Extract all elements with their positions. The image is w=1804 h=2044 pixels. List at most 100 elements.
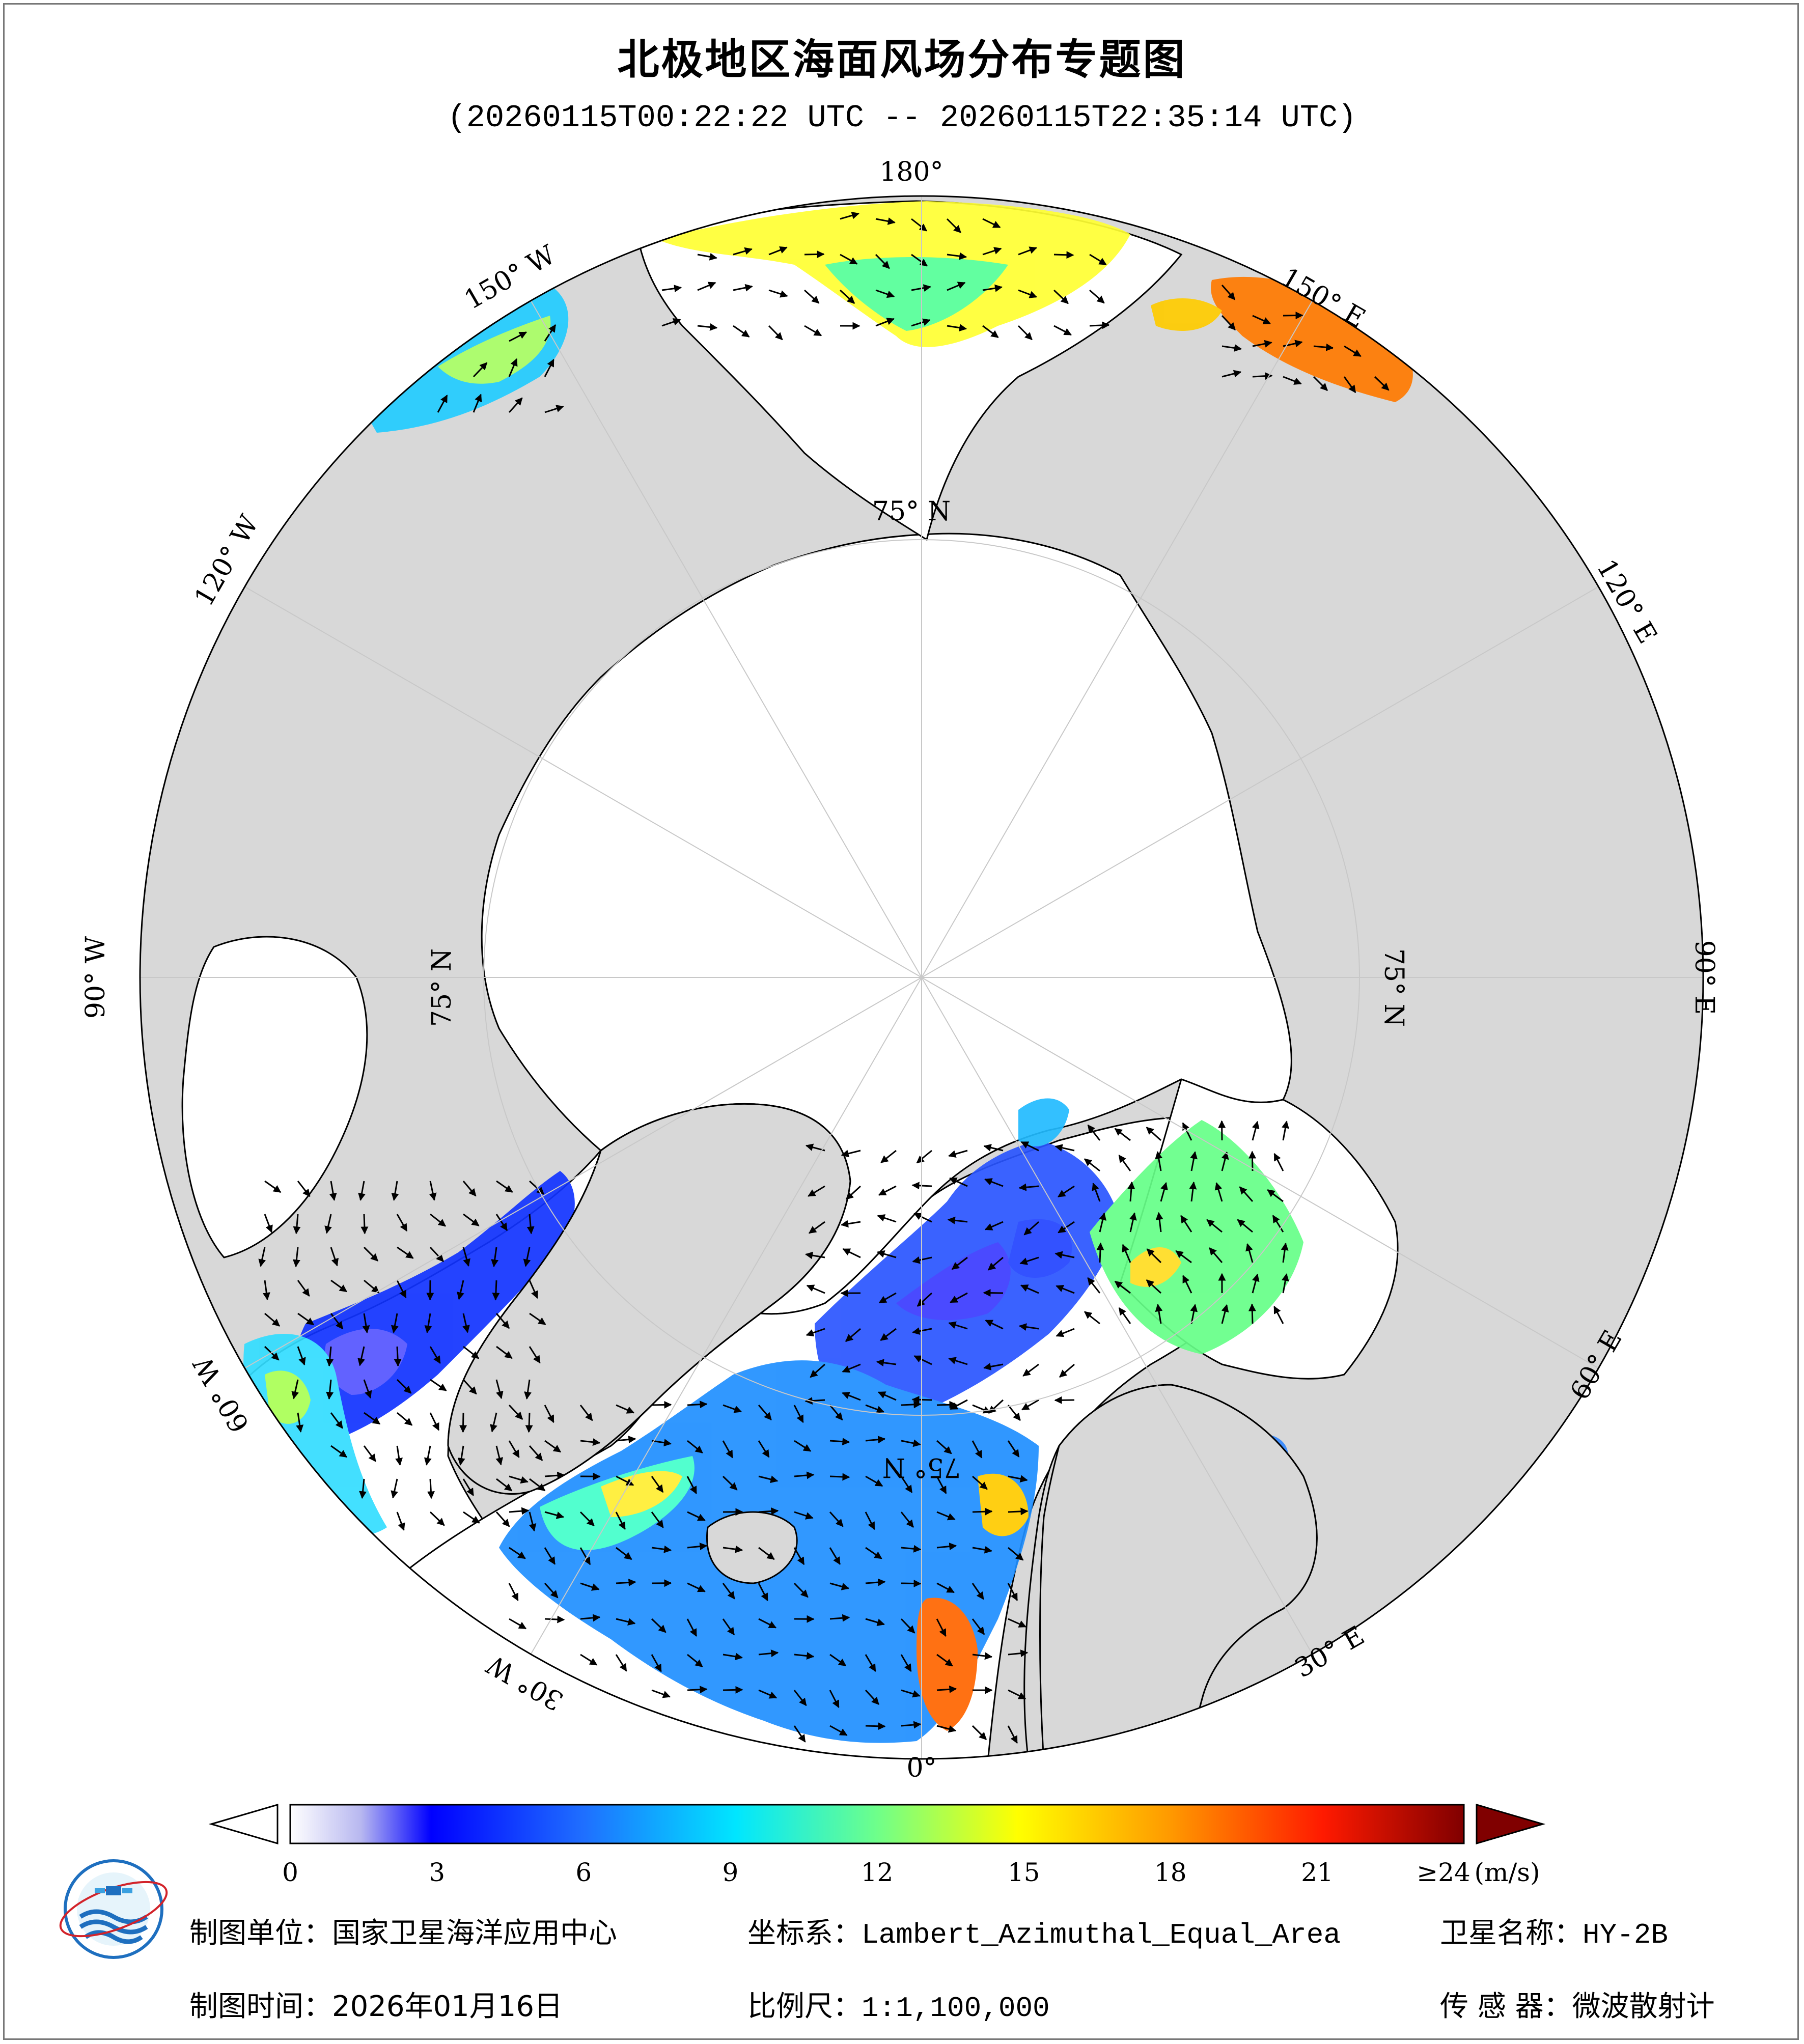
wind-arrow [1053,325,1072,335]
footer-date: 制图时间：2026年01月16日 [189,1983,563,2025]
wind-arrow [544,358,554,377]
wind-arrow [1221,285,1236,300]
wind-arrow [529,1445,543,1461]
wind-arrow [1021,1399,1039,1411]
wind-arrow [900,1618,915,1634]
wind-arrow [293,1214,301,1235]
wind-arrow [529,1180,545,1195]
wind-arrow [758,1507,779,1515]
wind-arrow [984,1178,1004,1187]
wind-arrow [529,1346,541,1364]
wind-arrow [829,1405,843,1421]
wind-arrow [651,1654,662,1672]
wind-arrow [804,250,825,259]
footer-unit: 制图单位：国家卫星海洋应用中心 [189,1910,617,1951]
wind-arrow [875,289,895,298]
wind-arrow [722,1475,738,1491]
wind-arrow [808,1221,825,1234]
wind-arrow [842,1248,861,1258]
wind-arrow [264,1180,282,1193]
wind-arrow [865,1475,883,1487]
wind-arrow [875,318,895,327]
footer-sensor-label: 传 感 器： [1440,1990,1572,2023]
label-180: 180° [879,157,943,187]
wind-arrow [473,394,482,413]
label-0: 0° [906,1753,936,1783]
wind-arrow [326,1346,334,1367]
wind-arrow [972,1475,988,1490]
footer-satellite: 卫星名称：HY-2B [1440,1910,1668,1951]
wind-arrow [297,1346,306,1366]
wind-arrow [985,1320,1004,1330]
wind-arrow [437,395,448,413]
wind-arrow [1020,1141,1039,1152]
wind-arrow [264,1346,280,1361]
wind-arrow [793,1405,804,1423]
wind-arrow [397,1412,413,1426]
wind-arrow [1087,1124,1101,1141]
wind-arrow [913,1355,932,1365]
wind-arrow [1056,1328,1075,1337]
wind-arrow [651,1545,672,1553]
wind-arrow [651,1476,664,1493]
wind-arrow [900,1511,914,1528]
wind-arrow [391,1478,398,1499]
wind-arrow [579,1547,591,1565]
wind-arrow [687,1582,706,1592]
wind-arrow [877,1214,897,1223]
wind-arrow [529,1312,546,1325]
wind-arrow [544,1440,562,1453]
wind-arrow [733,247,753,256]
wind-arrow [723,1653,743,1661]
wind-arrow [544,1471,565,1479]
wind-arrow [911,218,928,232]
wind-arrow [936,1440,952,1454]
wind-arrow [473,362,488,378]
wind-arrow [1245,1243,1254,1263]
wind-arrow [362,1313,370,1333]
wind-arrow [1252,315,1271,325]
wind-arrow [1155,1151,1163,1171]
wind-arrow [1189,1181,1197,1202]
wind-arrow [1018,1183,1039,1191]
wind-arrow [936,1476,947,1494]
wind-arrow [687,1511,706,1521]
wind-arrow [1209,1247,1223,1263]
wind-arrow [949,1177,968,1187]
wind-arrow [768,246,788,256]
wind-arrow [1008,1649,1029,1658]
wind-arrow [495,1379,504,1399]
wind-arrow [1057,1185,1075,1198]
label-75n-right: 75° N [1378,948,1409,1027]
wind-arrow [1281,1273,1289,1294]
wind-arrow [686,1476,697,1494]
footer-crs-label: 坐标系： [747,1917,862,1950]
wind-arrow [1374,376,1390,391]
colorbar-tick-label: 6 [575,1858,592,1887]
wind-arrow [803,289,820,304]
wind-arrow [1146,1279,1162,1294]
wind-arrow [1146,1248,1162,1264]
wind-arrow [804,325,822,337]
wind-arrow [1273,1305,1284,1324]
wind-arrow [496,1478,513,1492]
wind-arrow [580,1614,601,1622]
wind-arrow [1155,1304,1163,1324]
hudson-bay [181,936,368,1258]
meridian-line [921,977,1599,1369]
wind-arrow [1018,1323,1039,1331]
colorbar-tick-label: 15 [1008,1858,1040,1887]
footer-scale-value: 1:1,100,000 [862,1992,1050,2025]
wind-arrow [1008,1618,1027,1628]
wind-arrow [495,1511,510,1527]
colorbar-min-triangle [208,1803,279,1845]
wind-arrow [911,284,931,292]
wind-arrow [329,1181,337,1201]
wind-arrow [912,1327,932,1335]
wind-arrow [462,1247,470,1267]
wind-arrow [865,1689,879,1705]
wind-arrow [829,1725,848,1736]
wind-arrow [1008,1547,1024,1561]
wind-arrow [1054,1396,1075,1404]
wind-arrow [1019,1256,1039,1265]
